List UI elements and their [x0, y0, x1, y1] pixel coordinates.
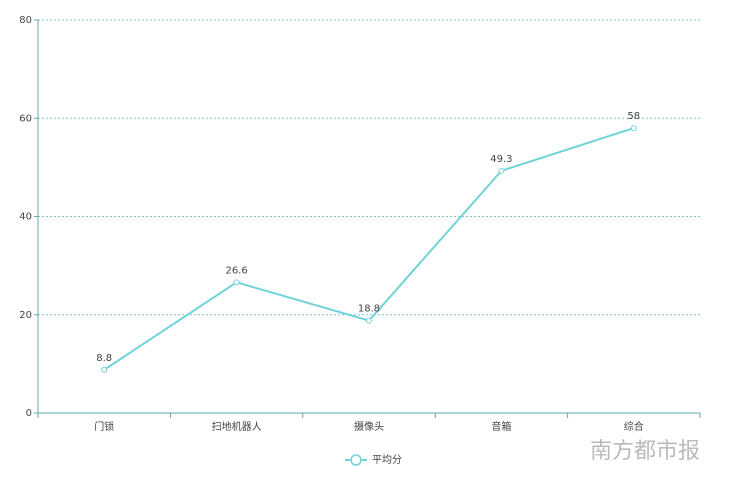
y-tick-label: 0: [26, 408, 32, 419]
x-tick-label: 扫地机器人: [212, 420, 262, 433]
data-label: 58: [627, 111, 640, 122]
y-tick-label: 20: [19, 310, 32, 321]
data-label: 18.8: [358, 304, 380, 315]
x-tick-label: 摄像头: [354, 420, 384, 433]
point: [233, 279, 240, 286]
data-label: 8.8: [96, 353, 112, 364]
x-tick-label: 音箱: [491, 420, 511, 433]
point: [366, 317, 372, 324]
y-tick-label: 80: [19, 15, 32, 26]
series-line: [103, 127, 635, 371]
y-tick-label: 60: [19, 113, 32, 124]
data-label: 26.6: [225, 265, 247, 276]
x-tick-label: 门锁: [94, 420, 114, 433]
legend-marker: [350, 454, 362, 466]
y-tick-label: 40: [19, 212, 32, 223]
point: [498, 167, 505, 174]
x-tick-label: 综合: [624, 420, 644, 433]
data-label: 49.3: [490, 154, 512, 165]
point: [101, 366, 108, 373]
watermark: 南方都市报: [590, 439, 700, 464]
legend-label: 平均分: [372, 454, 402, 466]
point: [630, 125, 637, 132]
